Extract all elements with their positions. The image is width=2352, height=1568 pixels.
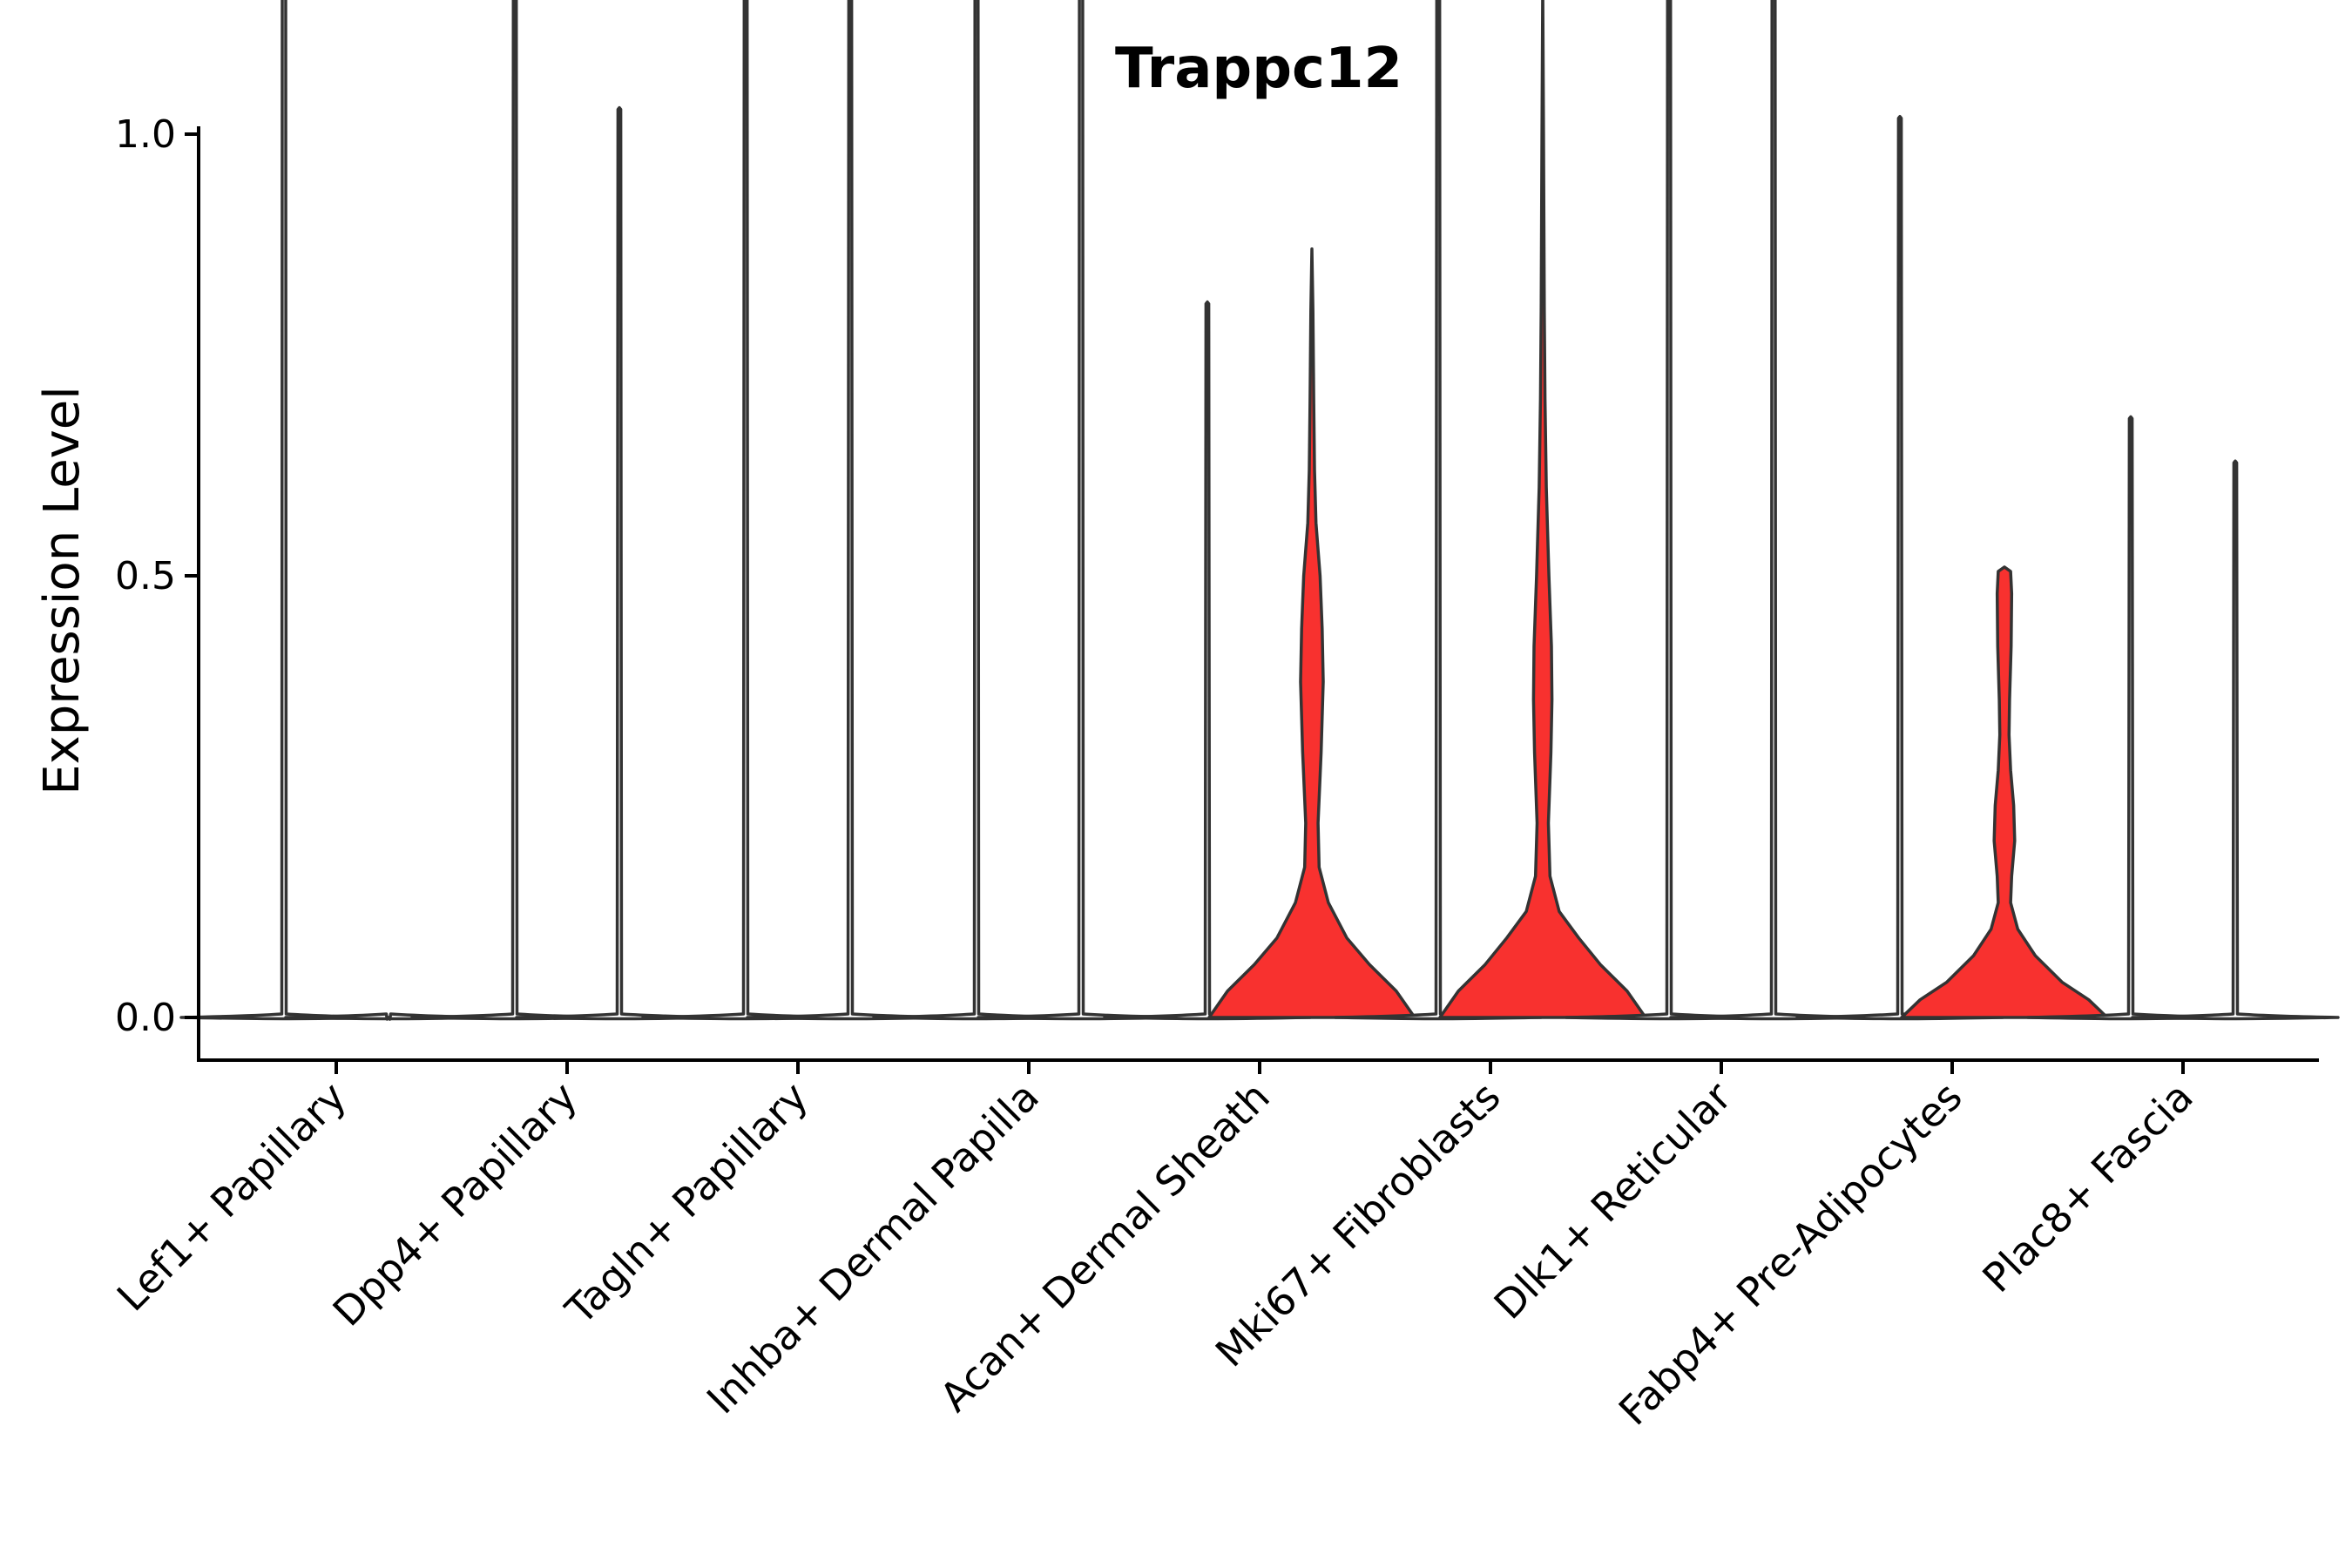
x-tick-label: Dpp4+ Papillary bbox=[324, 1073, 586, 1335]
violin-7-group-1 bbox=[1565, 0, 1774, 1021]
violin-3-group-2 bbox=[746, 0, 955, 1021]
violin-2-group-1 bbox=[410, 0, 619, 1021]
violin-9-group-2 bbox=[2131, 459, 2340, 1021]
violin-7-group-2 bbox=[1669, 0, 1878, 1021]
x-tick-label: Lef1+ Papillary bbox=[108, 1073, 355, 1321]
violin-9-group-1 bbox=[2026, 415, 2235, 1021]
x-tick-label: Dlk1+ Reticular bbox=[1485, 1073, 1740, 1328]
violin-1-group-1 bbox=[179, 0, 389, 1021]
violin-8-group-1 bbox=[1795, 114, 2004, 1021]
x-tick-label: Tagln+ Papillary bbox=[556, 1073, 817, 1335]
violin-5-group-2 bbox=[1207, 247, 1416, 1019]
violin-4-group-1 bbox=[872, 0, 1081, 1021]
y-tick-label: 1.0 bbox=[115, 112, 176, 157]
violin-2-group-2 bbox=[515, 105, 724, 1021]
violin-4-group-2 bbox=[977, 0, 1186, 1021]
chart-title: Trappc12 bbox=[1115, 37, 1402, 101]
axes bbox=[197, 126, 2319, 1062]
y-tick-label: 0.0 bbox=[115, 996, 176, 1040]
violin-6-group-1 bbox=[1334, 0, 1543, 1021]
violin-3-group-1 bbox=[641, 0, 850, 1021]
x-tick-label: Plac8+ Fascia bbox=[1973, 1073, 2201, 1301]
plot-area bbox=[179, 0, 2340, 1021]
y-axis-label: Expression Level bbox=[34, 386, 91, 795]
y-axis-ticks: 0.00.51.01.52.0 bbox=[115, 112, 199, 1040]
violin-5-group-1 bbox=[1103, 300, 1312, 1021]
violin-8-group-2 bbox=[1900, 565, 2109, 1019]
violin-6-group-2 bbox=[1438, 0, 1647, 1019]
y-tick-label: 0.5 bbox=[115, 554, 176, 598]
